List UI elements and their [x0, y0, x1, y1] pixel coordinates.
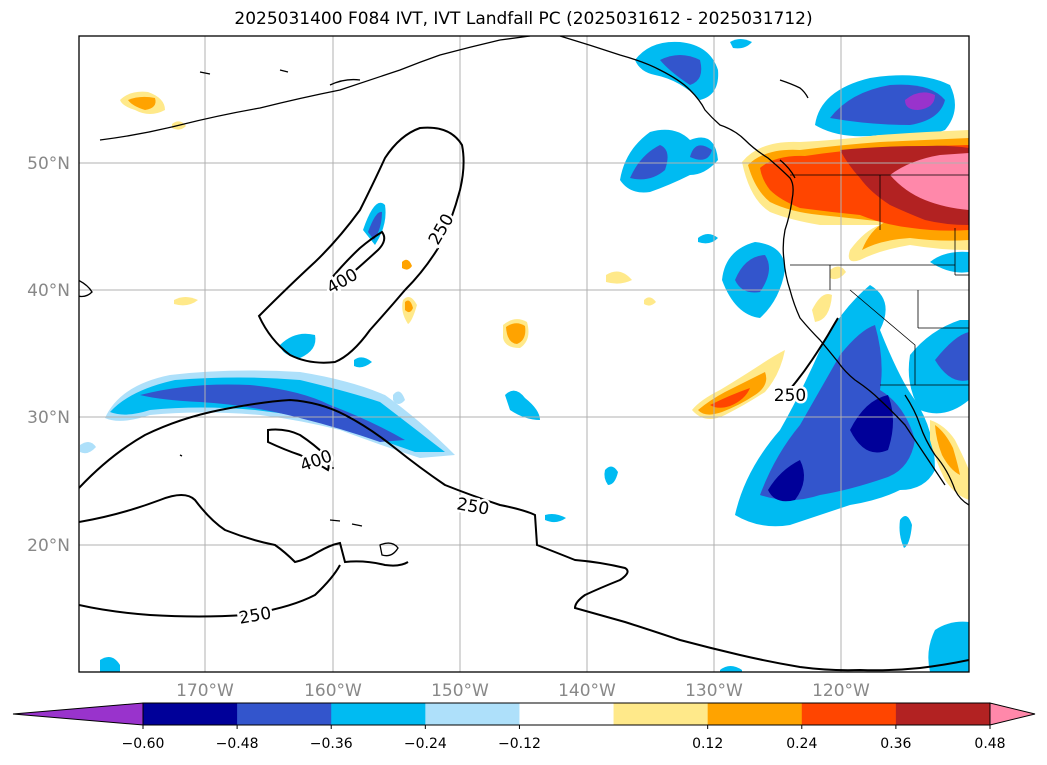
colorbar-tick-label: 0.48: [974, 736, 1005, 752]
map-panel: 400 250 400 250 250 250: [79, 36, 969, 672]
colorbar-bin: [895, 703, 991, 725]
lat-label: 40°N: [27, 281, 70, 301]
colorbar-bin: [237, 703, 332, 725]
political-borders: [790, 174, 969, 386]
lat-label: 30°N: [27, 408, 70, 428]
lon-label: 140°W: [558, 681, 616, 701]
colorbar-bin: [613, 703, 709, 725]
colorbar-bin: [707, 703, 803, 725]
colorbar-tick-label: −0.12: [498, 736, 541, 752]
map-frame: [78, 35, 970, 673]
colorbar-tick-label: 0.24: [786, 736, 817, 752]
negative-pc-shading: [80, 39, 969, 672]
lon-label: 150°W: [431, 681, 489, 701]
colorbar-extend-low: [12, 702, 144, 726]
colorbar-tick-label: 0.12: [692, 736, 723, 752]
lon-label: 170°W: [176, 681, 234, 701]
contour-label: 250: [774, 386, 806, 406]
colorbar-bin: [143, 703, 238, 725]
map-title: 2025031400 F084 IVT, IVT Landfall PC (20…: [234, 9, 813, 29]
ivt-contours: [79, 126, 969, 672]
coastlines: [79, 36, 969, 557]
colorbar-tick-label: −0.36: [310, 736, 353, 752]
lat-label: 20°N: [27, 536, 70, 556]
colorbar-tick-label: −0.48: [216, 736, 259, 752]
colorbar-tick-label: 0.36: [880, 736, 911, 752]
colorbar-bin: [519, 703, 615, 725]
lon-label: 130°W: [685, 681, 743, 701]
colorbar-frame: [142, 702, 991, 726]
colorbar-bin: [331, 703, 426, 725]
lon-label: 160°W: [304, 681, 362, 701]
colorbar-extend-high: [989, 702, 1036, 726]
colorbar: −0.60 −0.48 −0.36 −0.24 −0.12 0.12 0.24 0.36 0.4…: [12, 702, 1036, 752]
colorbar-tick-label: −0.24: [404, 736, 447, 752]
colorbar-tick-label: −0.60: [122, 736, 165, 752]
lat-label: 50°N: [27, 154, 70, 174]
colorbar-bin: [425, 703, 520, 725]
latitude-labels: 50°N 40°N 30°N 20°N: [27, 154, 70, 556]
map-gridlines: [79, 36, 969, 672]
longitude-labels: 170°W 160°W 150°W 140°W 130°W 120°W: [176, 681, 870, 701]
lon-label: 120°W: [812, 681, 870, 701]
colorbar-bin: [801, 703, 897, 725]
